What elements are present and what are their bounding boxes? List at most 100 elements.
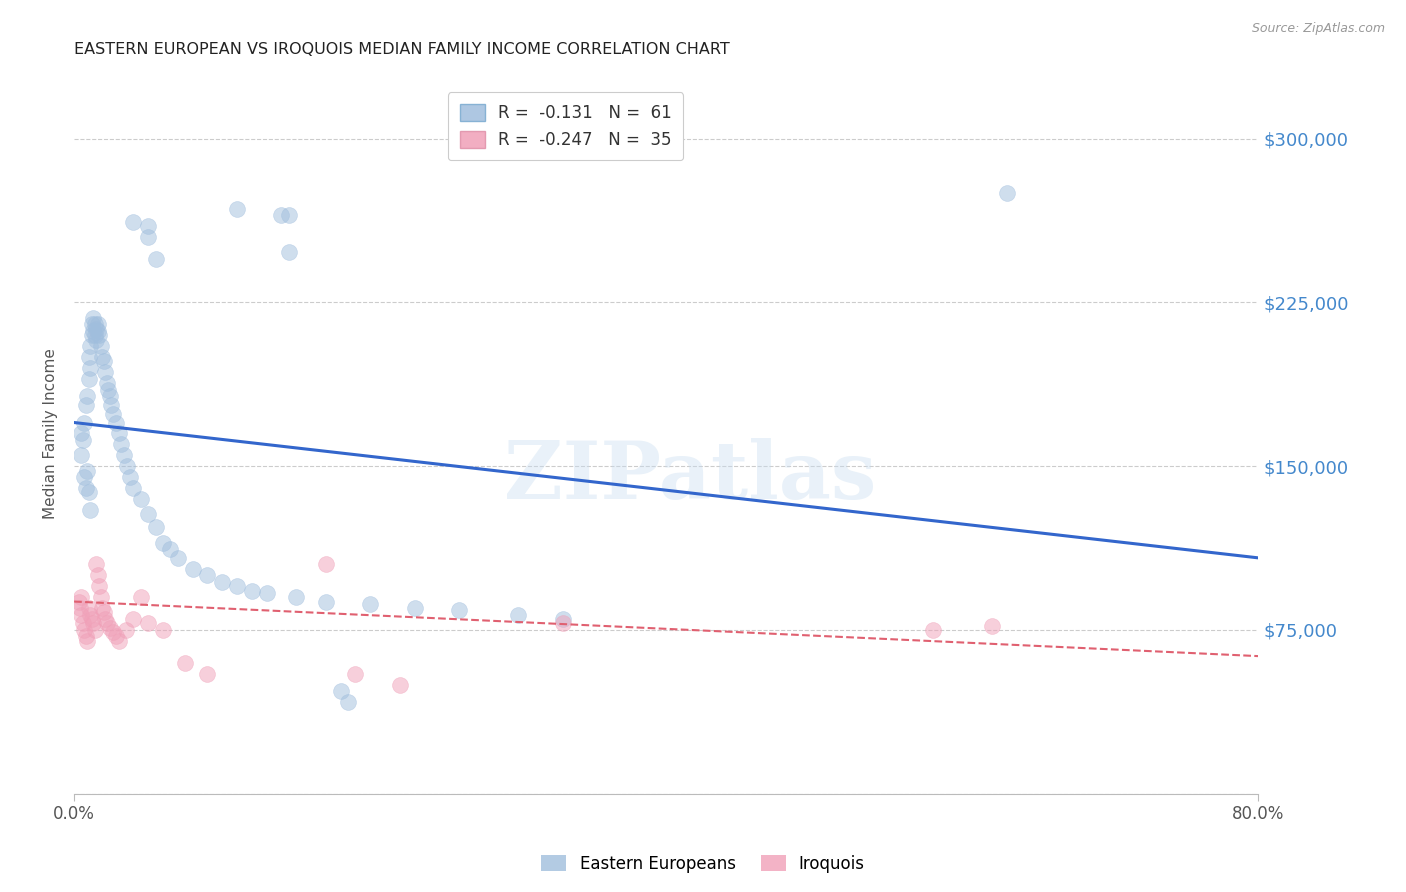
Point <box>110 437 132 451</box>
Point <box>77 601 100 615</box>
Point <box>75 630 97 644</box>
Point <box>82 324 104 338</box>
Point <box>90 590 112 604</box>
Point <box>136 219 159 233</box>
Point <box>77 485 100 500</box>
Point <box>329 684 352 698</box>
Point <box>91 350 114 364</box>
Point <box>921 623 943 637</box>
Point <box>76 389 98 403</box>
Legend: R =  -0.131   N =  61, R =  -0.247   N =  35: R = -0.131 N = 61, R = -0.247 N = 35 <box>449 93 683 161</box>
Point <box>404 601 426 615</box>
Point <box>93 354 115 368</box>
Point <box>72 616 94 631</box>
Point <box>145 252 167 266</box>
Point <box>336 695 359 709</box>
Point <box>84 321 107 335</box>
Point <box>107 633 129 648</box>
Point <box>77 350 100 364</box>
Point <box>285 590 308 604</box>
Point <box>122 215 145 229</box>
Point <box>75 398 97 412</box>
Point <box>388 677 411 691</box>
Point <box>89 579 111 593</box>
Point <box>159 542 181 557</box>
Point <box>91 601 114 615</box>
Point <box>240 583 263 598</box>
Point <box>87 324 110 338</box>
Point <box>97 383 120 397</box>
Point <box>77 372 100 386</box>
Point <box>83 318 105 332</box>
Point <box>315 558 337 572</box>
Point <box>129 491 152 506</box>
Point <box>94 365 117 379</box>
Point <box>226 579 249 593</box>
Point <box>129 590 152 604</box>
Point <box>98 621 121 635</box>
Point <box>270 208 292 222</box>
Point <box>79 360 101 375</box>
Point <box>75 481 97 495</box>
Text: EASTERN EUROPEAN VS IROQUOIS MEDIAN FAMILY INCOME CORRELATION CHART: EASTERN EUROPEAN VS IROQUOIS MEDIAN FAMI… <box>75 42 730 57</box>
Point <box>211 574 233 589</box>
Text: ZIPatlas: ZIPatlas <box>503 438 876 516</box>
Point <box>359 597 381 611</box>
Point <box>73 623 96 637</box>
Point <box>84 558 107 572</box>
Point <box>447 603 470 617</box>
Point <box>80 318 103 332</box>
Point <box>256 586 278 600</box>
Point <box>84 333 107 347</box>
Point <box>69 601 91 615</box>
Point <box>104 416 127 430</box>
Point <box>87 568 110 582</box>
Point <box>981 618 1004 632</box>
Point <box>70 590 93 604</box>
Point <box>315 594 337 608</box>
Point <box>277 208 299 222</box>
Point <box>122 612 145 626</box>
Point <box>551 616 574 631</box>
Point <box>96 616 118 631</box>
Point <box>82 616 104 631</box>
Point <box>344 666 367 681</box>
Point <box>79 503 101 517</box>
Point <box>120 470 142 484</box>
Point <box>76 633 98 648</box>
Point <box>226 202 249 216</box>
Point <box>67 594 90 608</box>
Point <box>82 310 104 325</box>
Point <box>79 607 101 622</box>
Point <box>73 416 96 430</box>
Point <box>96 376 118 391</box>
Point <box>80 328 103 343</box>
Point <box>104 630 127 644</box>
Point <box>93 606 115 620</box>
Point <box>80 612 103 626</box>
Point <box>145 520 167 534</box>
Point <box>136 507 159 521</box>
Point <box>122 481 145 495</box>
Point <box>551 612 574 626</box>
Point <box>87 318 110 332</box>
Point <box>195 568 218 582</box>
Point <box>101 407 124 421</box>
Point <box>152 535 174 549</box>
Y-axis label: Median Family Income: Median Family Income <box>44 348 58 519</box>
Point <box>166 550 188 565</box>
Point <box>72 433 94 447</box>
Point <box>70 607 93 622</box>
Point <box>174 656 197 670</box>
Point <box>83 328 105 343</box>
Point <box>136 616 159 631</box>
Point <box>115 623 138 637</box>
Point <box>98 389 121 403</box>
Point <box>995 186 1018 201</box>
Text: Source: ZipAtlas.com: Source: ZipAtlas.com <box>1251 22 1385 36</box>
Point <box>73 470 96 484</box>
Point <box>136 230 159 244</box>
Point <box>94 612 117 626</box>
Point <box>89 328 111 343</box>
Point <box>152 623 174 637</box>
